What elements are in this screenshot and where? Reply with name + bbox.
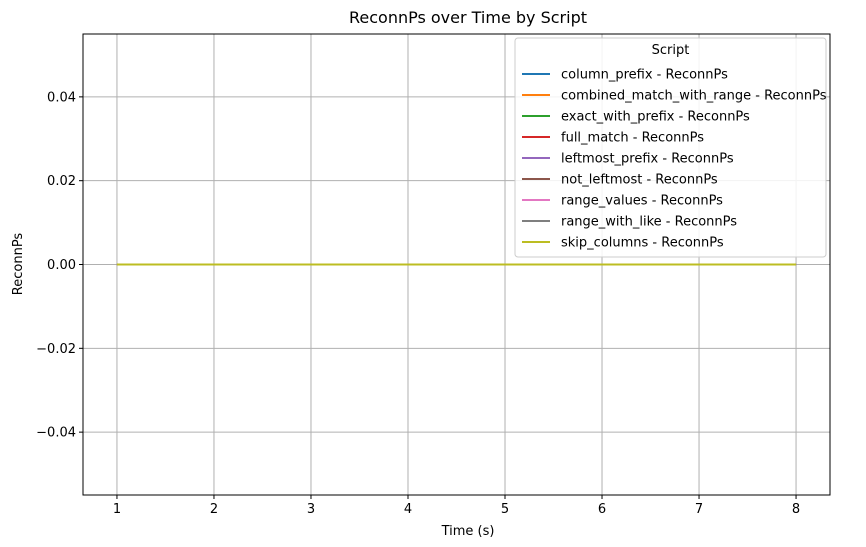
legend-entry: combined_match_with_range - ReconnPs xyxy=(561,89,827,104)
y-tick-label: 0.00 xyxy=(47,258,76,273)
x-tick-label: 8 xyxy=(792,502,800,517)
legend-title: Script xyxy=(652,43,690,58)
legend-entry: range_values - ReconnPs xyxy=(561,194,723,209)
x-tick-label: 6 xyxy=(598,502,606,517)
x-tick-label: 7 xyxy=(695,502,703,517)
legend-entry: full_match - ReconnPs xyxy=(561,131,704,146)
x-tick-label: 4 xyxy=(404,502,412,517)
x-axis-label: Time (s) xyxy=(441,524,495,539)
legend-box xyxy=(514,37,827,258)
y-tick-label: 0.04 xyxy=(47,90,76,105)
chart-title: ReconnPs over Time by Script xyxy=(349,8,587,27)
legend-entry: not_leftmost - ReconnPs xyxy=(561,173,718,188)
legend-entry: skip_columns - ReconnPs xyxy=(561,236,724,251)
legend: Script column_prefix - ReconnPs combined_m… xyxy=(514,37,827,258)
y-tick-label: −0.04 xyxy=(36,426,76,441)
x-tick-label: 3 xyxy=(307,502,315,517)
legend-entry: column_prefix - ReconnPs xyxy=(561,68,728,83)
legend-entry: range_with_like - ReconnPs xyxy=(561,215,737,230)
legend-entry: leftmost_prefix - ReconnPs xyxy=(561,152,734,167)
x-tick-label: 5 xyxy=(501,502,509,517)
legend-entry: exact_with_prefix - ReconnPs xyxy=(561,110,750,125)
x-tick-label: 2 xyxy=(210,502,218,517)
y-axis: −0.04 −0.02 0.00 0.02 0.04 xyxy=(36,90,83,441)
y-tick-label: 0.02 xyxy=(47,174,76,189)
x-axis: 1 2 3 4 5 6 7 8 xyxy=(113,495,800,517)
y-tick-label: −0.02 xyxy=(36,342,76,357)
x-tick-label: 1 xyxy=(113,502,121,517)
y-axis-label: ReconnPs xyxy=(11,233,26,296)
